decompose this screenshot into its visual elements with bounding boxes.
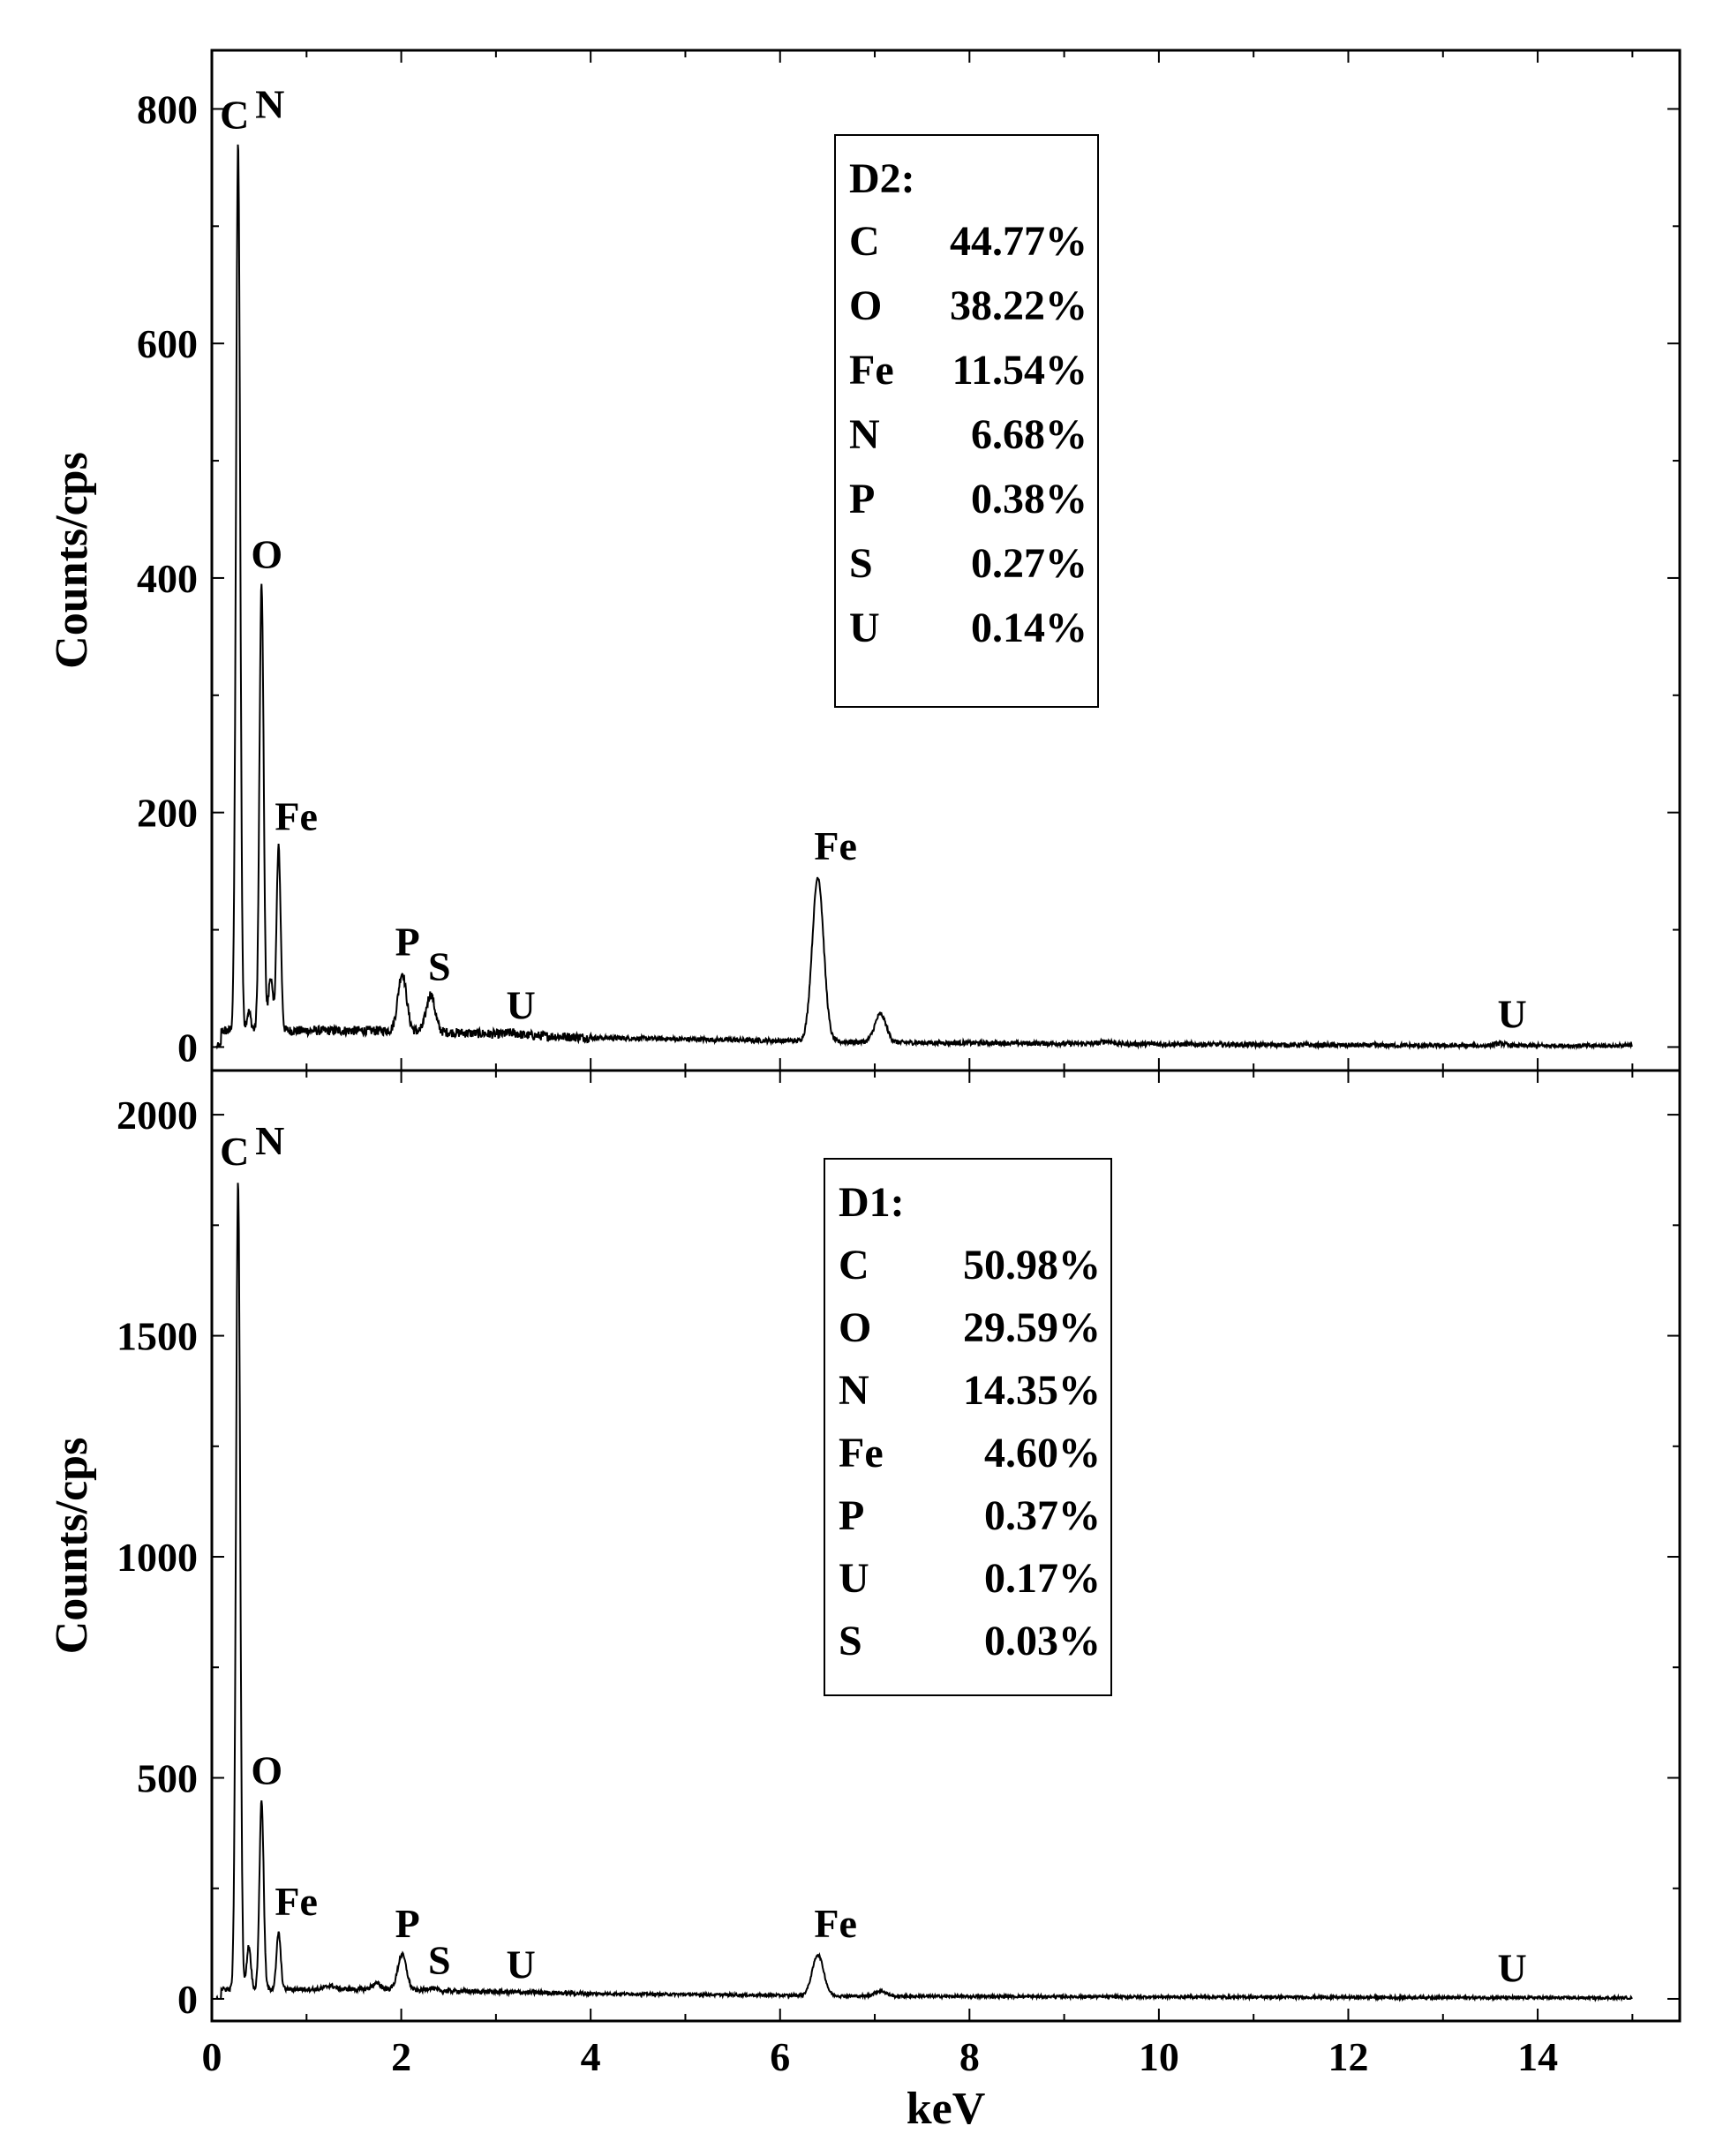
composition-element: U [839,1555,869,1602]
peak-label-fe: Fe [275,794,318,839]
composition-value: 11.54% [952,347,1087,394]
composition-value: 6.68% [971,411,1087,458]
y-tick-label: 500 [137,1755,198,1800]
composition-element: S [839,1618,862,1664]
x-tick-label: 6 [770,2034,790,2079]
composition-box: D2: C 44.77% O 38.22% Fe 11.54% N 6.68% P 0.38% S 0.… [834,134,1099,708]
composition-value: 14.35% [963,1367,1101,1414]
composition-element: Fe [839,1430,884,1476]
y-axis-title: Counts/cps [47,452,97,669]
composition-value: 4.60% [984,1430,1101,1476]
peak-label-o: O [251,1748,282,1793]
composition-value: 0.14% [971,605,1087,651]
x-tick-label: 12 [1328,2034,1368,2079]
peak-label-c: C [220,92,249,137]
peak-label-u: U [1498,1945,1527,1990]
composition-element: C [849,218,880,265]
composition-element: N [849,411,880,458]
composition-element: P [849,476,875,522]
composition-value: 0.38% [971,476,1087,522]
peak-label-u: U [506,1942,535,1987]
x-tick-label: 14 [1517,2034,1558,2079]
y-tick-label: 0 [177,1025,198,1070]
peak-label-o: O [251,532,282,577]
y-tick-label: 600 [137,321,198,366]
peak-label-fe: Fe [814,1901,857,1946]
composition-element: U [849,605,880,651]
composition-element: S [849,540,873,587]
peak-label-p: P [395,1901,420,1946]
x-tick-label: 10 [1139,2034,1179,2079]
composition-value: 0.27% [971,540,1087,587]
composition-element: N [839,1367,869,1414]
composition-element: C [839,1242,869,1288]
peak-label-n: N [255,81,284,126]
composition-frame [834,134,1099,708]
composition-frame [824,1158,1112,1696]
peak-label-s: S [428,944,451,989]
composition-element: Fe [849,347,894,394]
composition-value: 0.17% [984,1555,1101,1602]
y-axis-title: Counts/cps [47,1438,97,1655]
composition-value: 29.59% [963,1304,1101,1351]
y-tick-label: 1500 [117,1314,198,1359]
spectrum-line [215,144,1633,1051]
peak-label-c: C [220,1129,249,1174]
composition-title: D1: [839,1179,905,1226]
peak-label-u: U [506,982,535,1027]
composition-value: 38.22% [950,282,1087,329]
peak-label-fe: Fe [814,823,857,868]
y-tick-label: 400 [137,556,198,601]
x-axis-title: keV [907,2084,986,2134]
peak-label-fe: Fe [275,1879,318,1924]
composition-value: 44.77% [950,218,1087,265]
y-tick-label: 0 [177,1977,198,2022]
composition-value: 50.98% [963,1242,1101,1288]
peak-label-u: U [1498,991,1527,1036]
x-tick-label: 8 [959,2034,980,2079]
x-tick-label: 0 [202,2034,222,2079]
peak-label-p: P [395,920,420,965]
spectrum-line [215,1183,1633,2002]
y-tick-label: 2000 [117,1093,198,1138]
composition-title: D2: [849,155,915,202]
y-tick-label: 200 [137,791,198,836]
plot-frame [210,1069,1682,2023]
composition-value: 0.03% [984,1618,1101,1664]
composition-element: O [839,1304,871,1351]
composition-element: O [849,282,882,329]
composition-element: P [839,1492,864,1539]
composition-box: D1: C 50.98% O 29.59% N 14.35% Fe 4.60% P 0.37% U 0.… [824,1158,1112,1696]
y-tick-label: 1000 [117,1535,198,1580]
peak-label-s: S [428,1937,451,1982]
composition-value: 0.37% [984,1492,1101,1539]
x-tick-label: 4 [581,2034,601,2079]
peak-label-n: N [255,1118,284,1163]
x-tick-label: 2 [391,2034,411,2079]
y-tick-label: 800 [137,86,198,131]
